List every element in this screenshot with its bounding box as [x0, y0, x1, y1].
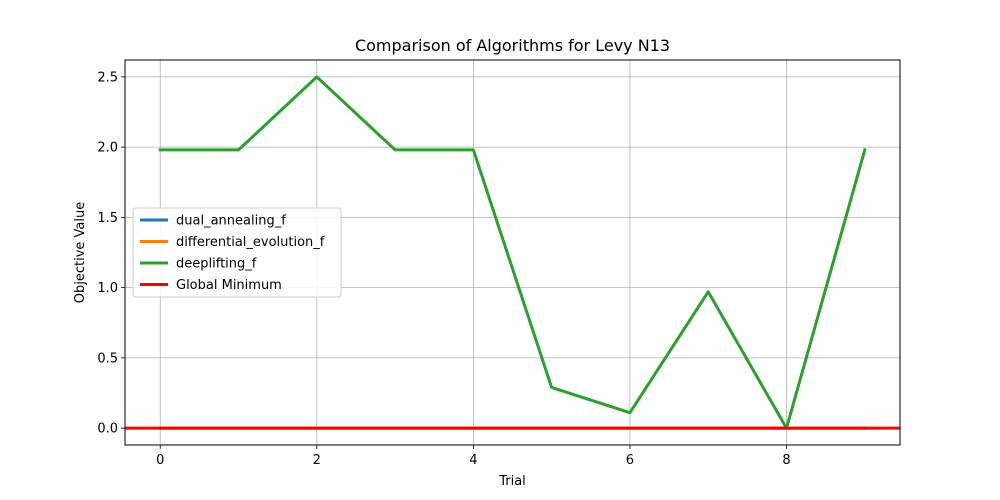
- y-tick-label: 2.5: [97, 70, 118, 85]
- x-axis-label: Trial: [498, 474, 526, 489]
- legend-label: deeplifting_f: [176, 257, 257, 272]
- legend-box: [132, 207, 342, 298]
- y-tick-label: 0.5: [97, 351, 118, 366]
- series-lines: [125, 75, 900, 430]
- plot-frame: [124, 59, 901, 446]
- x-tick-label: 0: [156, 453, 164, 468]
- y-axis-label: Objective Value: [73, 202, 88, 303]
- x-tick-label: 4: [469, 453, 477, 468]
- y-tick-label: 2.0: [97, 141, 118, 156]
- legend-label: dual_annealing_f: [176, 214, 286, 229]
- legend: dual_annealing_f differential_evolution_f…: [132, 207, 342, 298]
- y-tick-label: 0.0: [97, 422, 118, 437]
- y-tick-label: 1.5: [97, 211, 118, 226]
- y-tick-label: 1.0: [97, 281, 118, 296]
- x-tick-label: 8: [782, 453, 790, 468]
- chart-title: Comparison of Algorithms for Levy N13: [355, 36, 670, 55]
- legend-label: Global Minimum: [176, 278, 282, 293]
- axis-ticks: 0 2 4 6 8 0.0 0.5 1.0 1.5 2.0 2.5: [97, 70, 790, 468]
- x-tick-label: 2: [313, 453, 321, 468]
- legend-label: differential_evolution_f: [176, 235, 325, 250]
- series-line-deeplifting_f: [158, 75, 867, 430]
- x-tick-label: 6: [626, 453, 634, 468]
